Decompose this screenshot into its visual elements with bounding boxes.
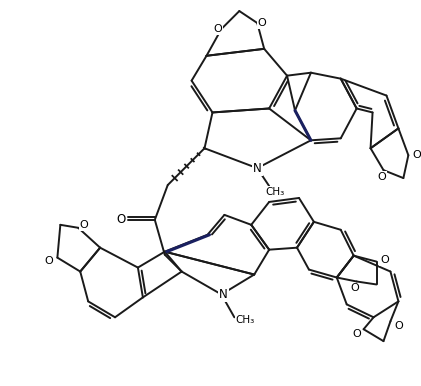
Text: CH₃: CH₃	[266, 187, 285, 197]
Text: O: O	[258, 18, 266, 28]
Text: O: O	[380, 255, 389, 265]
Text: CH₃: CH₃	[236, 315, 255, 325]
Text: O: O	[412, 150, 421, 160]
Text: O: O	[394, 321, 403, 331]
Text: O: O	[213, 24, 222, 34]
Text: O: O	[116, 213, 125, 226]
Text: O: O	[44, 256, 53, 266]
Text: N: N	[219, 288, 228, 301]
Text: O: O	[80, 220, 88, 230]
Text: O: O	[352, 329, 361, 339]
Text: O: O	[350, 283, 359, 293]
Text: N: N	[253, 162, 261, 174]
Text: O: O	[377, 172, 386, 182]
